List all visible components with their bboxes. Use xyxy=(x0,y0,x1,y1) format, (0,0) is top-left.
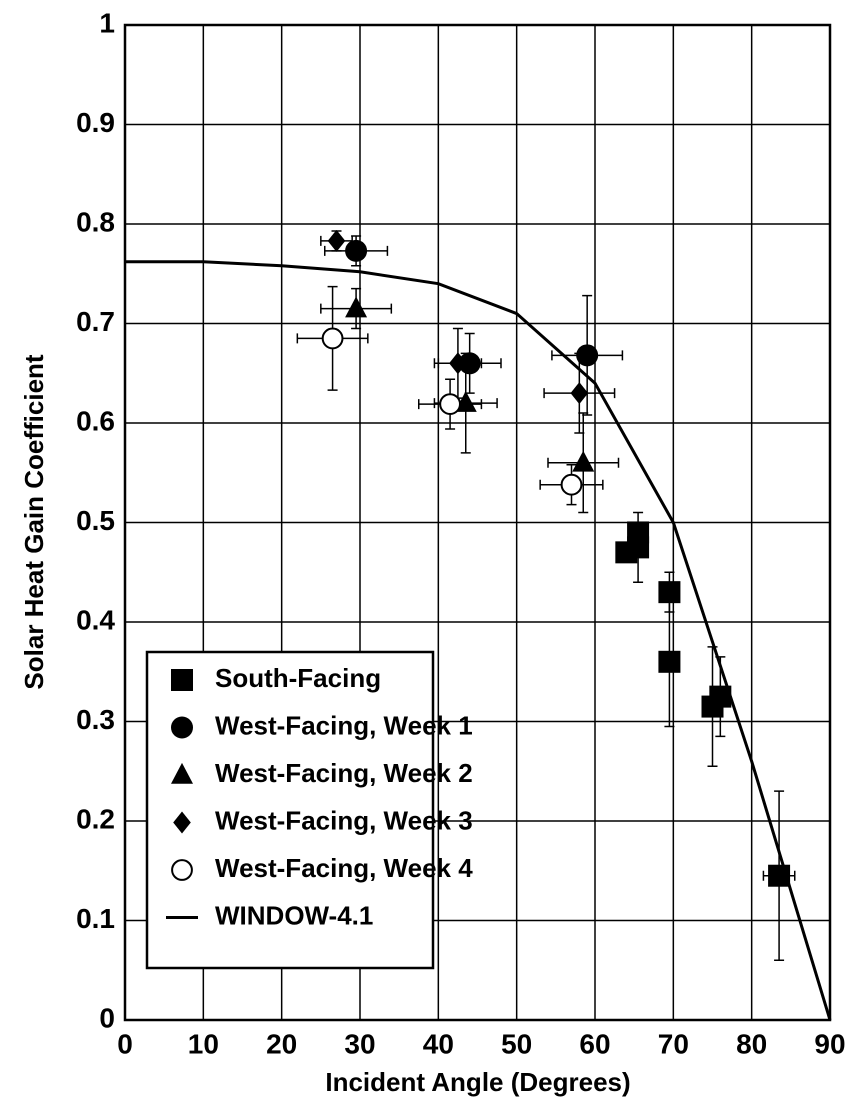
marker xyxy=(449,352,467,375)
legend-label: West-Facing, Week 3 xyxy=(215,805,473,835)
marker xyxy=(627,521,650,544)
y-tick-label: 0.1 xyxy=(76,903,115,934)
marker xyxy=(345,239,368,262)
marker xyxy=(321,327,344,350)
y-axis-label: Solar Heat Gain Coefficient xyxy=(19,354,49,690)
marker xyxy=(570,382,589,405)
marker xyxy=(658,650,681,673)
x-tick-label: 60 xyxy=(579,1028,610,1059)
x-tick-label: 80 xyxy=(736,1028,767,1059)
marker xyxy=(439,393,461,415)
x-tick-label: 90 xyxy=(814,1028,845,1059)
marker xyxy=(345,296,368,318)
y-tick-label: 0.3 xyxy=(76,704,115,735)
legend-label: WINDOW-4.1 xyxy=(215,900,373,930)
x-tick-label: 50 xyxy=(501,1028,532,1059)
legend-box xyxy=(145,650,435,970)
marker xyxy=(560,473,583,496)
x-tick-label: 0 xyxy=(117,1028,133,1059)
marker xyxy=(327,229,346,252)
y-tick-label: 0.8 xyxy=(76,206,115,237)
legend-label: West-Facing, Week 1 xyxy=(215,710,473,740)
y-tick-label: 1 xyxy=(99,7,115,38)
marker xyxy=(171,859,193,881)
y-tick-label: 0.2 xyxy=(76,803,115,834)
legend-label: West-Facing, Week 4 xyxy=(215,853,473,883)
y-tick-label: 0.4 xyxy=(76,604,115,635)
marker xyxy=(572,450,595,472)
y-tick-label: 0.7 xyxy=(76,306,115,337)
marker xyxy=(173,811,191,834)
y-tick-label: 0.5 xyxy=(76,505,115,536)
marker xyxy=(171,669,193,691)
x-tick-label: 30 xyxy=(344,1028,375,1059)
x-axis-label: Incident Angle (Degrees) xyxy=(325,1067,630,1097)
y-tick-label: 0.9 xyxy=(76,107,115,138)
model-line xyxy=(125,260,832,1021)
marker xyxy=(658,581,681,604)
x-tick-label: 10 xyxy=(188,1028,219,1059)
marker xyxy=(171,716,193,739)
legend-label: West-Facing, Week 2 xyxy=(215,758,473,788)
legend-label: South-Facing xyxy=(215,663,381,693)
y-tick-label: 0.6 xyxy=(76,405,115,436)
marker xyxy=(171,762,193,784)
x-tick-label: 20 xyxy=(266,1028,297,1059)
marker xyxy=(709,685,732,708)
x-tick-label: 40 xyxy=(423,1028,454,1059)
x-tick-label: 70 xyxy=(658,1028,689,1059)
plot-frame xyxy=(123,23,832,1022)
y-tick-label: 0 xyxy=(99,1002,115,1033)
marker xyxy=(576,344,599,367)
